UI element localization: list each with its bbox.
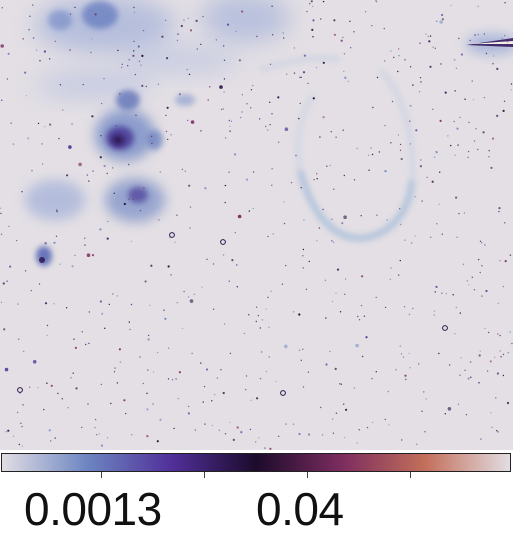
bright-source-upper-right [466, 34, 513, 54]
colorbar-tick-label-low: 0.0013 [24, 483, 162, 535]
nebula-upper-left [25, 0, 290, 266]
colorbar-tick-label-high: 0.04 [256, 483, 344, 535]
point-sources [0, 0, 513, 450]
colorbar [1, 453, 511, 472]
sky-background [0, 0, 513, 450]
colorbar-tick [101, 472, 102, 478]
colorbar-tick [410, 472, 411, 478]
sky-map-image [0, 0, 513, 450]
sky-map-svg [0, 0, 513, 450]
nebula-shell-right [259, 55, 416, 242]
colorbar-tick [307, 472, 308, 478]
colorbar-tick [204, 472, 205, 478]
